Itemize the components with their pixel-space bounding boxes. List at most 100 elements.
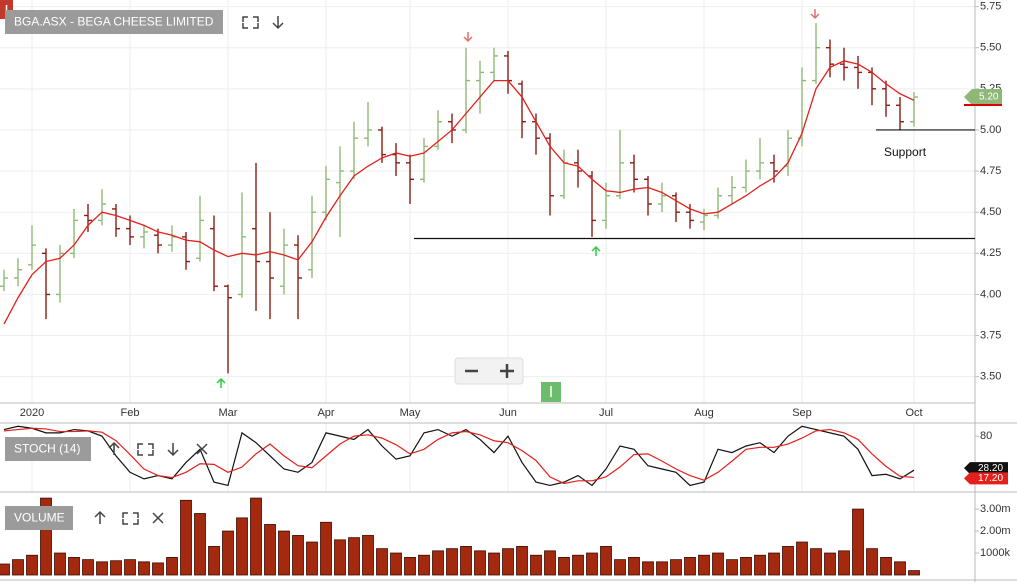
last-price-label: 5.20 [979,92,999,103]
x-tick-label: Sep [792,407,812,419]
volume-bar [810,548,822,576]
volume-bar [754,554,766,576]
y-tick-label: 5.00 [980,124,1001,136]
volume-bar [502,548,514,576]
volume-bar [432,550,444,576]
volume-bar [180,499,192,576]
x-tick-label: Aug [694,407,714,419]
volume-bar [12,559,24,576]
volume-bar [194,513,206,576]
volume-bar [880,557,892,576]
x-tick-label: 2020 [20,407,44,419]
volume-bar [26,554,38,576]
volume-bar [656,561,668,576]
buy-arrow [216,377,226,388]
stoch-line [3,425,915,487]
y-tick-label: 4.50 [980,206,1001,218]
volume-bar [348,537,360,576]
volume-bar [236,517,248,576]
stoch-line [3,427,915,485]
close-button[interactable] [152,512,164,524]
volume-bar [376,548,388,576]
volume-bar [96,561,108,576]
volume-bar [544,550,556,576]
volume-bar [530,554,542,576]
expand-button[interactable] [242,16,259,29]
y-tick-label: 1000k [980,547,1010,559]
volume-bar [516,546,528,576]
move-up-button[interactable] [94,510,106,524]
volume-bar [740,557,752,576]
close-button[interactable] [196,443,208,455]
expand-button[interactable] [122,512,139,525]
volume-bar [124,559,136,576]
volume-bar [824,552,836,576]
volume-bar [726,559,738,576]
annotation: Support [884,145,927,159]
volume-bar [404,557,416,576]
x-tick-label: Jul [599,407,613,419]
volume-bar [684,557,696,576]
volume-bar [250,497,262,576]
volume-bar [600,546,612,576]
volume-bar [264,524,276,576]
volume-bar [642,561,654,576]
title-box [5,10,223,34]
last-price-tag [964,89,1002,106]
y-tick-label: 5.50 [980,42,1001,54]
move-up-button[interactable] [108,441,120,455]
panel-title: STOCH (14) [14,442,80,456]
x-tick-label: Feb [121,407,140,419]
moving-average [3,60,915,325]
volume-bar [488,552,500,576]
volume-bar [138,561,150,576]
y-tick-label: 4.00 [980,288,1001,300]
volume-bar [68,557,80,576]
x-tick-label: Mar [219,407,238,419]
volume-bar [208,546,220,576]
y-tick-label: 2.00m [980,525,1011,537]
y-tick-label: 80 [980,430,992,442]
volume-bar [614,559,626,576]
volume-bar [278,530,290,576]
volume-bar [628,557,640,576]
stoch-header: STOCH (14) [5,437,208,461]
x-tick-label: Jun [499,407,517,419]
panel-title: VOLUME [14,511,65,525]
volume-bar [292,535,304,576]
title-box [5,437,91,461]
move-down-button[interactable] [167,443,179,457]
expand-button[interactable] [137,443,154,456]
zoom-control [454,357,524,385]
x-tick-label: Apr [317,407,334,419]
buy-arrow [591,245,601,256]
volume-bar [866,548,878,576]
volume-bar [152,562,164,576]
last-value-tag [964,472,1008,485]
volume-bar [390,552,402,576]
price-header: BGA.ASX - BEGA CHEESE LIMITED [5,10,284,34]
volume-bar [796,541,808,576]
volume-bar [166,557,178,576]
y-tick-label: 4.75 [980,165,1001,177]
volume-bar [852,508,864,576]
volume-bar [446,548,458,576]
sell-arrow [463,32,473,43]
move-down-button[interactable] [272,16,284,30]
volume-bar [82,559,94,576]
volume-bar [558,557,570,576]
volume-bar [320,521,332,576]
volume-bar [712,552,724,576]
volume-bar [586,552,598,576]
volume-bar [838,550,850,576]
volume-bar [670,559,682,576]
zoom-in-button[interactable] [500,364,514,378]
signal-arrows [216,9,820,388]
volume-bar [334,539,346,576]
volume-bar [54,552,66,576]
y-tick-label: 3.50 [980,371,1001,383]
volume-bar [306,541,318,576]
x-tick-label: Oct [905,407,922,419]
